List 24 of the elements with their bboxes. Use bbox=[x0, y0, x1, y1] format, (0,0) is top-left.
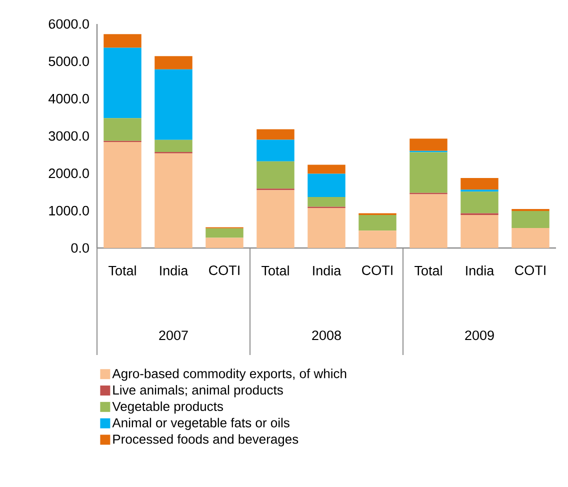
y-tick-label: 5000.0 bbox=[48, 56, 89, 66]
legend-label: Agro-based commodity exports, of which bbox=[112, 368, 346, 381]
x-tick-label: India bbox=[160, 266, 188, 276]
legend-label: Processed foods and beverages bbox=[113, 434, 298, 446]
x-tick-label: COTI bbox=[209, 266, 240, 276]
x-tick-label: COTI bbox=[515, 266, 546, 276]
y-tick-label: 6000.0 bbox=[48, 19, 89, 29]
x-tick-label: India bbox=[466, 266, 494, 276]
text: 2009 bbox=[465, 330, 494, 340]
legend-label: Animal or vegetable fats or oils bbox=[112, 418, 290, 430]
x-tick-label: Total bbox=[414, 266, 442, 276]
x-tick-label: Total bbox=[262, 266, 289, 276]
legend-label: Vegetable products bbox=[112, 401, 223, 414]
y-tick-label: 3000.0 bbox=[48, 131, 89, 141]
x-tick-label: India bbox=[313, 266, 342, 276]
y-tick-label: 2000.0 bbox=[48, 168, 89, 178]
y-tick-label: 0.0 bbox=[71, 243, 89, 253]
legend-label: Live animals; animal products bbox=[113, 385, 283, 398]
text: 2008 bbox=[312, 330, 341, 340]
x-tick-label: Total bbox=[108, 266, 136, 276]
y-tick-label: 4000.0 bbox=[48, 94, 89, 104]
x-tick-label: COTI bbox=[362, 266, 392, 276]
text: 2007 bbox=[159, 330, 188, 340]
y-tick-label: 1000.0 bbox=[49, 206, 89, 216]
